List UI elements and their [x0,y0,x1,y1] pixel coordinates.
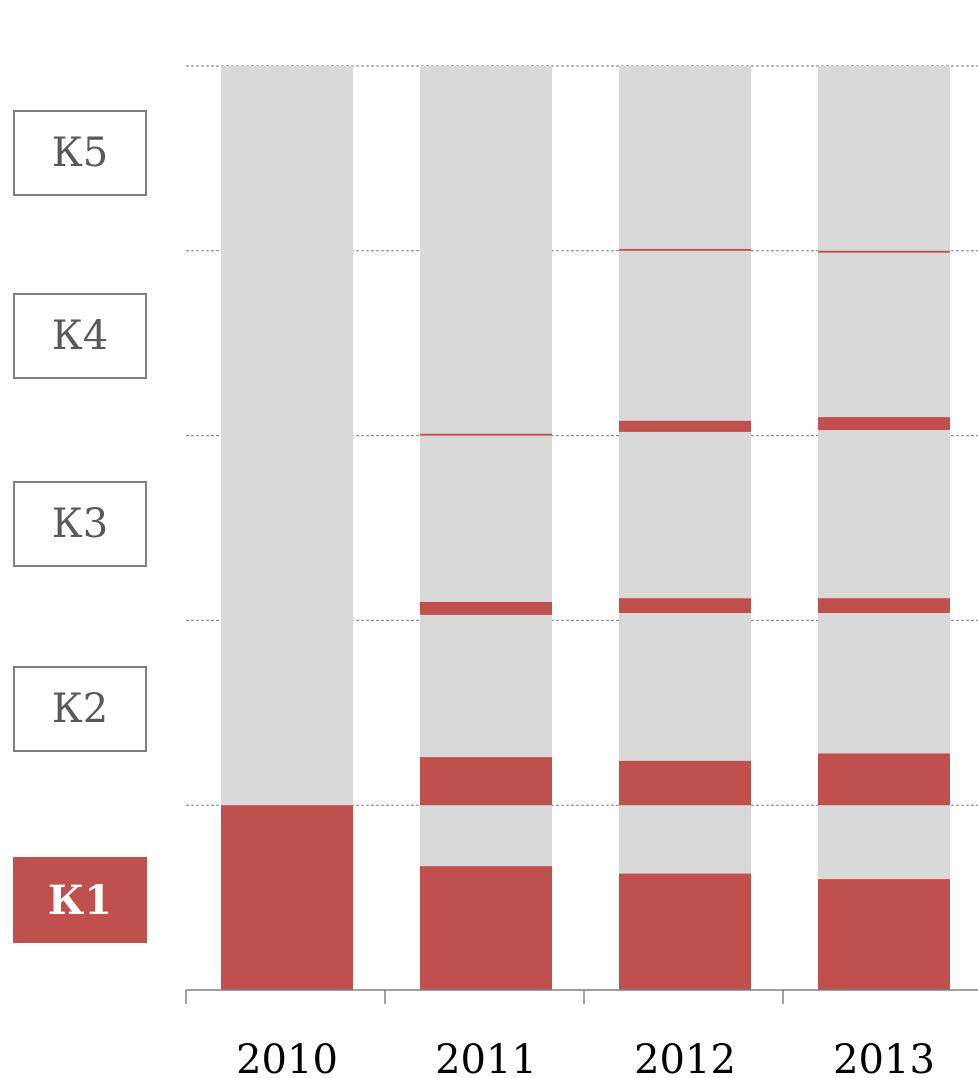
level-label-k3: К3 [13,481,147,567]
bar-segment-2012-2 [619,598,751,614]
x-tick-label-2012: 2012 [634,1037,736,1078]
bar-background-2013 [818,66,950,990]
bar-background-2011 [420,66,552,990]
bar-segment-2012-0 [619,873,751,990]
bars [221,66,950,990]
bar-background-2012 [619,66,751,990]
bar-segment-2010-0 [221,805,353,990]
x-axis [185,989,978,1004]
bar-segment-2013-0 [818,879,950,990]
level-label-k2: К2 [13,666,147,752]
level-label-k5: К5 [13,110,147,196]
bar-segment-2011-2 [420,601,552,615]
bar-segment-2012-4 [619,248,751,251]
bar-segment-2012-1 [619,760,751,806]
bar-segment-2011-1 [420,757,552,806]
level-label-k4: К4 [13,293,147,379]
bar-segment-2011-0 [420,866,552,990]
level-label-k1: К1 [13,857,147,943]
x-tick-label-2011: 2011 [435,1037,537,1078]
x-tick-label-2013: 2013 [833,1037,935,1078]
bar-segment-2013-1 [818,753,950,806]
bar-segment-2013-2 [818,598,950,614]
x-tick-label-2010: 2010 [236,1037,338,1078]
bar-segment-2013-3 [818,417,950,431]
x-tick-labels: 2010 2011 2012 2013 [236,1037,935,1078]
bar-segment-2012-3 [619,420,751,432]
bar-segment-2011-3 [420,433,552,436]
bar-segment-2013-4 [818,250,950,253]
